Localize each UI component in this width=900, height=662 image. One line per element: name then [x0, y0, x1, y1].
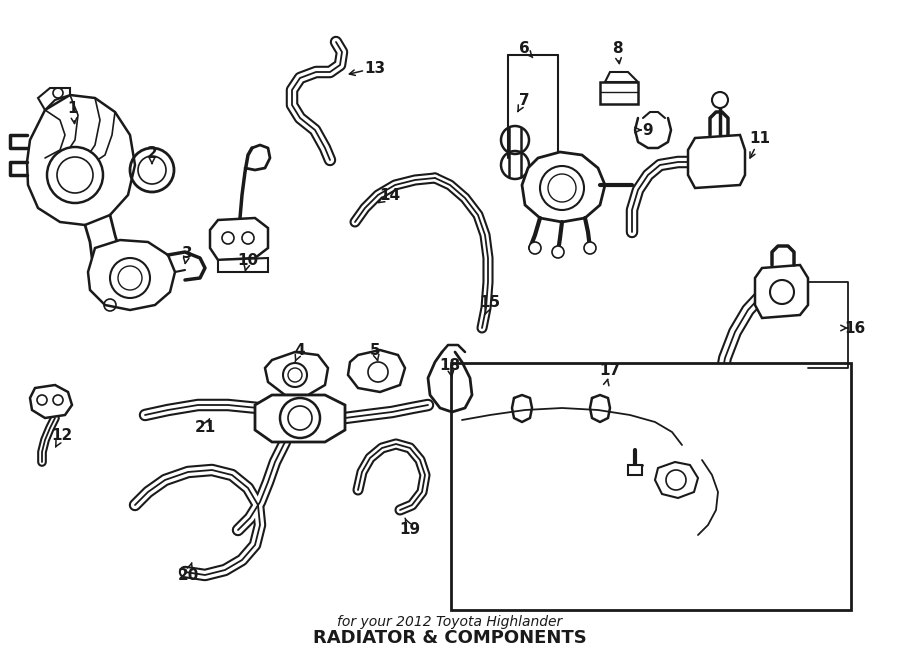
Polygon shape: [522, 152, 605, 222]
Polygon shape: [88, 240, 175, 310]
Text: 14: 14: [380, 187, 400, 203]
Text: 7: 7: [518, 93, 529, 107]
Polygon shape: [265, 352, 328, 395]
Circle shape: [666, 470, 686, 490]
Circle shape: [584, 242, 596, 254]
Text: 3: 3: [182, 246, 193, 261]
Circle shape: [770, 280, 794, 304]
Text: 21: 21: [194, 420, 216, 436]
Polygon shape: [348, 350, 405, 392]
Text: 20: 20: [177, 567, 199, 583]
Polygon shape: [30, 385, 72, 418]
Text: 19: 19: [400, 522, 420, 538]
Polygon shape: [27, 95, 135, 225]
Circle shape: [368, 362, 388, 382]
Circle shape: [280, 398, 320, 438]
Polygon shape: [38, 88, 70, 110]
Text: 6: 6: [518, 40, 529, 56]
Bar: [600, 82, 638, 104]
Polygon shape: [655, 462, 698, 498]
Text: 8: 8: [612, 40, 622, 56]
Circle shape: [283, 363, 307, 387]
Circle shape: [552, 246, 564, 258]
Polygon shape: [688, 135, 745, 188]
Text: 4: 4: [294, 342, 305, 357]
Text: 10: 10: [238, 252, 258, 267]
Text: 11: 11: [750, 130, 770, 146]
Circle shape: [540, 166, 584, 210]
Polygon shape: [218, 258, 268, 272]
Text: 1: 1: [68, 101, 78, 115]
Bar: [451, 363, 851, 610]
Circle shape: [529, 242, 541, 254]
Text: 18: 18: [439, 357, 461, 373]
Text: 15: 15: [480, 295, 500, 310]
Text: 9: 9: [643, 122, 653, 138]
Bar: [628, 465, 642, 475]
Text: 13: 13: [364, 60, 385, 75]
Polygon shape: [255, 395, 345, 442]
Text: 5: 5: [370, 342, 381, 357]
Text: 17: 17: [599, 363, 621, 377]
Text: 12: 12: [51, 428, 73, 442]
Text: 2: 2: [147, 146, 158, 160]
Text: 16: 16: [844, 320, 866, 336]
Circle shape: [110, 258, 150, 298]
Circle shape: [712, 92, 728, 108]
Polygon shape: [755, 265, 808, 318]
Circle shape: [47, 147, 103, 203]
Polygon shape: [605, 72, 638, 82]
Text: RADIATOR & COMPONENTS: RADIATOR & COMPONENTS: [313, 629, 587, 647]
Text: for your 2012 Toyota Highlander: for your 2012 Toyota Highlander: [338, 615, 562, 629]
Polygon shape: [210, 218, 268, 260]
